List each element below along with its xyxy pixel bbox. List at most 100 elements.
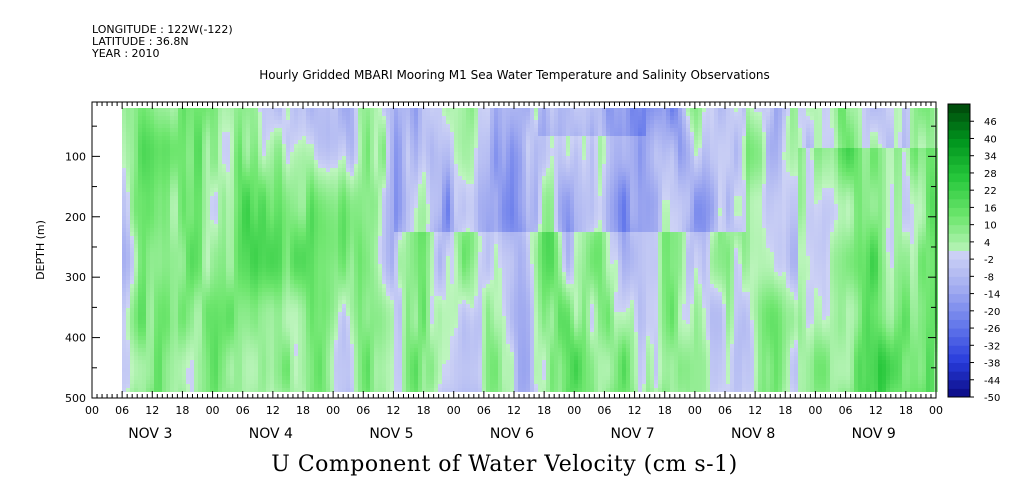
heatmap-cell: [206, 300, 210, 304]
heatmap-cell: [326, 388, 330, 392]
heatmap-cell: [262, 208, 266, 212]
heatmap-cell: [350, 316, 354, 320]
heatmap-cell: [122, 180, 126, 184]
heatmap-cell: [290, 188, 294, 192]
heatmap-cell: [198, 388, 202, 392]
heatmap-cell: [182, 316, 186, 320]
heatmap-cell: [138, 216, 142, 220]
heatmap-cell: [294, 136, 298, 140]
heatmap-cell: [194, 196, 198, 200]
heatmap-cell: [238, 204, 242, 208]
heatmap-cell: [230, 364, 234, 368]
heatmap-cell: [126, 128, 130, 132]
heatmap-cell: [390, 108, 394, 112]
heatmap-cell: [266, 132, 270, 136]
heatmap-cell: [230, 212, 234, 216]
heatmap-cell: [238, 128, 242, 132]
heatmap-cell: [198, 312, 202, 316]
heatmap-cell: [262, 160, 266, 164]
location-header: LONGITUDE : 122W(-122) LATITUDE : 36.8N …: [92, 24, 233, 60]
heatmap-cell: [170, 208, 174, 212]
heatmap-cell: [302, 336, 306, 340]
heatmap-cell: [138, 352, 142, 356]
heatmap-cell: [318, 136, 322, 140]
heatmap-cell: [170, 284, 174, 288]
heatmap-cell: [218, 384, 222, 388]
heatmap-cell: [290, 172, 294, 176]
heatmap-cell: [130, 140, 134, 144]
heatmap-cell: [346, 244, 350, 248]
heatmap-cell: [170, 320, 174, 324]
heatmap-cell: [218, 164, 222, 168]
heatmap-cell: [290, 272, 294, 276]
heatmap-cell: [246, 124, 250, 128]
heatmap-cell: [378, 336, 382, 340]
heatmap-cell: [390, 264, 394, 268]
heatmap-cell: [350, 184, 354, 188]
heatmap-cell: [258, 328, 262, 332]
heatmap-cell: [266, 208, 270, 212]
heatmap-cell: [206, 216, 210, 220]
heatmap-cell: [274, 316, 278, 320]
heatmap-cell: [122, 188, 126, 192]
heatmap-cell: [158, 280, 162, 284]
heatmap-cell: [362, 208, 366, 212]
heatmap-cell: [146, 312, 150, 316]
heatmap-cell: [154, 140, 158, 144]
heatmap-cell: [338, 256, 342, 260]
heatmap-cell: [206, 196, 210, 200]
heatmap-cell: [254, 292, 258, 296]
heatmap-cell: [286, 312, 290, 316]
heatmap-cell: [202, 256, 206, 260]
heatmap-cell: [278, 160, 282, 164]
heatmap-cell: [290, 132, 294, 136]
heatmap-cell: [314, 328, 318, 332]
heatmap-cell: [174, 228, 178, 232]
heatmap-cell: [142, 120, 146, 124]
heatmap-cell: [134, 328, 138, 332]
heatmap-cell: [210, 288, 214, 292]
heatmap-cell: [314, 224, 318, 228]
heatmap-cell: [150, 168, 154, 172]
heatmap-cell: [346, 132, 350, 136]
heatmap-cell: [142, 332, 146, 336]
heatmap-cell: [294, 240, 298, 244]
heatmap-cell: [286, 144, 290, 148]
heatmap-cell: [286, 176, 290, 180]
heatmap-cell: [190, 124, 194, 128]
heatmap-cell: [254, 320, 258, 324]
heatmap-cell: [370, 132, 374, 136]
heatmap-cell: [386, 196, 390, 200]
heatmap-cell: [282, 112, 286, 116]
heatmap-cell: [190, 180, 194, 184]
heatmap-cell: [250, 320, 254, 324]
heatmap-cell: [262, 276, 266, 280]
heatmap-cell: [338, 388, 342, 392]
heatmap-cell: [222, 388, 226, 392]
heatmap-cell: [130, 192, 134, 196]
heatmap-cell: [314, 232, 318, 236]
heatmap-cell: [242, 148, 246, 152]
heatmap-cell: [294, 376, 298, 380]
heatmap-cell: [374, 120, 378, 124]
heatmap-cell: [266, 156, 270, 160]
heatmap-cell: [194, 128, 198, 132]
heatmap-cell: [126, 280, 130, 284]
heatmap-cell: [126, 276, 130, 280]
heatmap-cell: [170, 132, 174, 136]
heatmap-cell: [382, 300, 386, 304]
heatmap-cell: [130, 136, 134, 140]
heatmap-cell: [386, 364, 390, 368]
heatmap-cell: [162, 280, 166, 284]
heatmap-cell: [302, 264, 306, 268]
heatmap-cell: [350, 276, 354, 280]
heatmap-cell: [150, 212, 154, 216]
heatmap-cell: [278, 184, 282, 188]
heatmap-cell: [202, 288, 206, 292]
heatmap-cell: [154, 308, 158, 312]
heatmap-cell: [338, 348, 342, 352]
heatmap-cell: [246, 252, 250, 256]
heatmap-cell: [278, 148, 282, 152]
heatmap-cell: [130, 268, 134, 272]
heatmap-cell: [306, 148, 310, 152]
